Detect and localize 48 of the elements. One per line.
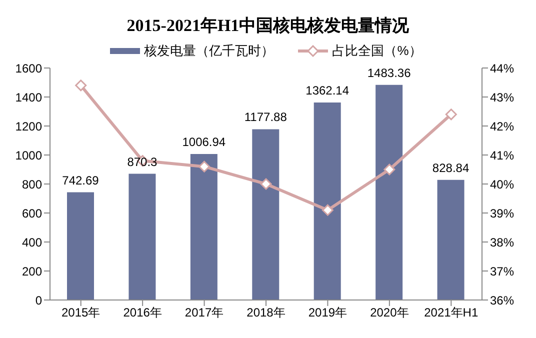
data-label: 870.3 [127, 154, 158, 169]
bar [190, 154, 218, 300]
bar [437, 180, 464, 300]
point [445, 108, 457, 120]
x-tick-label: 2020年 [370, 306, 409, 320]
legend-label: 核发电量（亿千瓦时） [144, 42, 274, 60]
y2-tick-label: 40% [490, 177, 514, 192]
chart-title: 2015-2021年H1中国核电核发电量情况 [126, 15, 410, 37]
x-tick-label: 2019年 [308, 306, 348, 320]
point [384, 164, 396, 176]
data-label: 742.69 [62, 173, 100, 188]
y-tick-label: 0 [35, 293, 42, 308]
y2-tick-label: 39% [490, 206, 514, 220]
data-label: 1362.14 [306, 83, 350, 98]
x-tick-label: 2017年 [184, 306, 224, 320]
data-label: 1006.94 [182, 134, 226, 149]
y-tick-label: 800 [22, 177, 42, 192]
y2-tick-label: 42% [490, 119, 514, 134]
y2-tick-label: 41% [490, 148, 514, 162]
y2-tick-label: 37% [490, 264, 514, 278]
bar [67, 192, 94, 300]
point [75, 80, 87, 92]
y-tick-label: 600 [22, 206, 42, 220]
y2-tick-label: 36% [490, 293, 514, 308]
point [198, 160, 210, 172]
point [260, 178, 272, 190]
x-tick-label: 2016年 [123, 306, 162, 320]
x-tick-label: 2015年 [62, 306, 100, 320]
y2-tick-label: 38% [490, 235, 514, 250]
y-tick-label: 1200 [15, 119, 42, 134]
y-tick-label: 1600 [15, 61, 42, 76]
data-label: 1177.88 [244, 110, 288, 124]
bar [314, 102, 341, 300]
data-label: 1483.36 [367, 66, 412, 80]
y-tick-label: 400 [22, 235, 42, 250]
y-tick-label: 1400 [15, 90, 42, 104]
x-tick-label: 2018年 [246, 306, 286, 320]
y2-tick-label: 44% [490, 61, 514, 76]
y2-tick-label: 43% [490, 90, 514, 104]
x-tick-label: 2021年H1 [424, 306, 478, 320]
y-tick-label: 1000 [15, 148, 42, 162]
bar [252, 129, 280, 300]
bar [376, 84, 403, 300]
data-label: 828.84 [432, 160, 470, 175]
bar [128, 174, 156, 300]
y-tick-label: 200 [22, 264, 42, 278]
point [322, 204, 334, 216]
legend-label: 占比全国（%） [332, 42, 422, 60]
